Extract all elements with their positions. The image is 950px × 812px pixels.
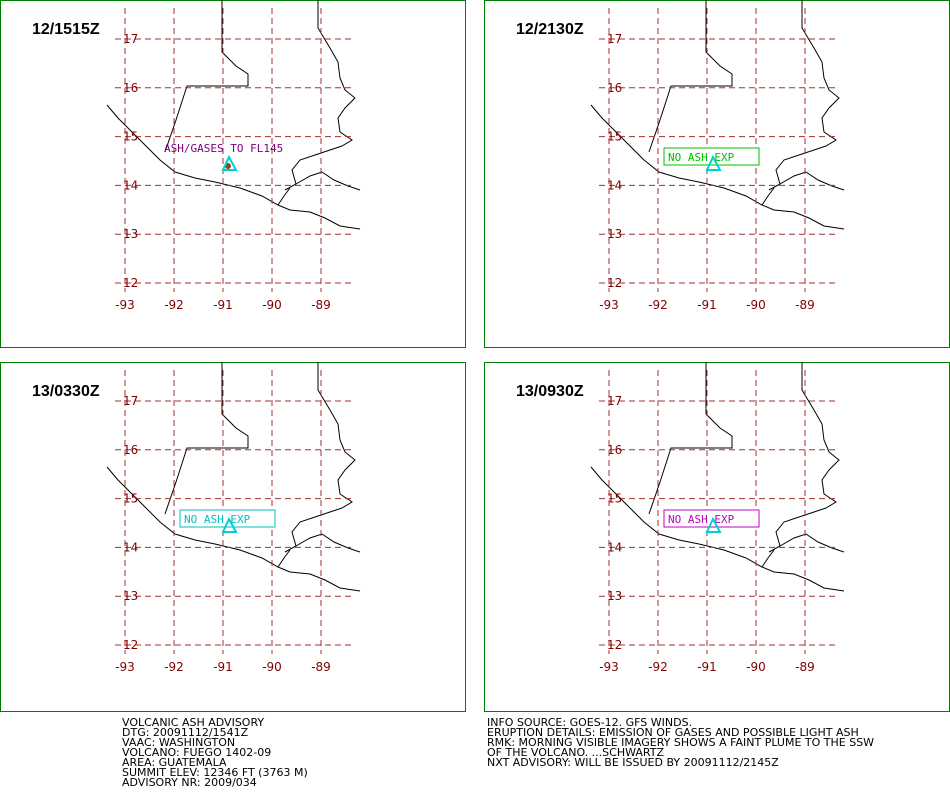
- longitude-label: -91: [697, 298, 717, 312]
- longitude-label: -89: [795, 660, 815, 674]
- panel-border: [484, 0, 950, 348]
- longitude-label: -89: [311, 660, 331, 674]
- latitude-label: 17: [607, 32, 622, 46]
- longitude-label: -90: [262, 660, 282, 674]
- volcano-marker: [221, 516, 238, 533]
- longitude-label: -93: [115, 298, 135, 312]
- longitude-label: -90: [746, 660, 766, 674]
- latitude-label: 12: [123, 638, 138, 652]
- longitude-label: -89: [311, 298, 331, 312]
- volcano-marker: [705, 154, 722, 171]
- latitude-label: 14: [123, 178, 138, 192]
- annotation: NO ASH EXP: [668, 151, 735, 164]
- latitude-label: 13: [123, 589, 138, 603]
- annotation: NO ASH EXP: [668, 513, 735, 526]
- map-panel: 17 16 15 14 13 12 -93 -92 -91 -90 -89 13/0930Z NO AS…: [484, 361, 950, 712]
- annotation-box: [179, 509, 276, 528]
- map-panel: 17 16 15 14 13 12 -93 -92 -91 -90 -89 12/2130Z NO AS…: [484, 0, 950, 348]
- panel-border: [0, 0, 466, 348]
- latitude-label: 14: [123, 540, 138, 554]
- panel-border: [484, 362, 950, 712]
- latitude-label: 16: [123, 81, 138, 95]
- valid-time: 12/2130Z: [516, 21, 584, 38]
- latitude-label: 17: [123, 32, 138, 46]
- longitude-label: -90: [262, 298, 282, 312]
- longitude-label: -92: [164, 298, 184, 312]
- latitude-label: 16: [123, 443, 138, 457]
- map-panel: 17 16 15 14 13 12 -93 -92 -91 -90 -89 12/1515Z ASH/G…: [0, 0, 466, 348]
- latitude-label: 12: [607, 638, 622, 652]
- latitude-label: 13: [123, 227, 138, 241]
- valid-time: 12/1515Z: [32, 21, 100, 38]
- valid-time: 13/0330Z: [32, 383, 100, 400]
- latitude-label: 13: [607, 589, 622, 603]
- longitude-label: -93: [599, 298, 619, 312]
- advisory-line: ERUPTION DETAILS: EMISSION OF GASES AND …: [487, 726, 859, 739]
- longitude-label: -91: [213, 660, 233, 674]
- advisory-line: VOLCANIC ASH ADVISORY: [122, 716, 264, 729]
- longitude-label: -93: [115, 660, 135, 674]
- advisory-line: DTG: 20091112/1541Z: [122, 726, 249, 739]
- advisory-line: VAAC: WASHINGTON: [122, 736, 235, 749]
- volcano-marker: [705, 516, 722, 533]
- advisory-line: RMK: MORNING VISIBLE IMAGERY SHOWS A FAI…: [487, 736, 874, 749]
- longitude-label: -92: [648, 298, 668, 312]
- latitude-label: 15: [123, 492, 138, 506]
- annotation-box: [663, 147, 760, 166]
- latitude-label: 15: [607, 492, 622, 506]
- advisory-line: OF THE VOLCANO. ...SCHWARTZ: [487, 746, 664, 759]
- map-panel: 17 16 15 14 13 12 -93 -92 -91 -90 -89 13/0330Z NO AS…: [0, 361, 466, 712]
- latitude-label: 12: [123, 276, 138, 290]
- longitude-label: -93: [599, 660, 619, 674]
- annotation: ASH/GASES TO FL145: [164, 142, 283, 155]
- panel-border: [0, 362, 466, 712]
- latitude-label: 16: [607, 81, 622, 95]
- longitude-label: -89: [795, 298, 815, 312]
- latitude-label: 12: [607, 276, 622, 290]
- latitude-label: 15: [607, 130, 622, 144]
- advisory-line: AREA: GUATEMALA: [122, 756, 227, 769]
- latitude-label: 14: [607, 178, 622, 192]
- annotation: NO ASH EXP: [184, 513, 251, 526]
- advisory-line: NXT ADVISORY: WILL BE ISSUED BY 20091112…: [487, 756, 779, 769]
- latitude-label: 13: [607, 227, 622, 241]
- longitude-label: -91: [213, 298, 233, 312]
- annotation-box: [663, 509, 760, 528]
- longitude-label: -92: [648, 660, 668, 674]
- longitude-label: -90: [746, 298, 766, 312]
- advisory-line: SUMMIT ELEV: 12346 FT (3763 M): [122, 766, 308, 779]
- valid-time: 13/0930Z: [516, 383, 584, 400]
- latitude-label: 16: [607, 443, 622, 457]
- advisory-line: VOLCANO: FUEGO 1402-09: [122, 746, 271, 759]
- latitude-label: 15: [123, 130, 138, 144]
- advisory-line: ADVISORY NR: 2009/034: [122, 776, 257, 789]
- latitude-label: 14: [607, 540, 622, 554]
- latitude-label: 17: [607, 394, 622, 408]
- latitude-label: 17: [123, 394, 138, 408]
- advisory-line: INFO SOURCE: GOES-12. GFS WINDS.: [487, 716, 692, 729]
- longitude-label: -92: [164, 660, 184, 674]
- longitude-label: -91: [697, 660, 717, 674]
- volcano-marker: [221, 154, 238, 171]
